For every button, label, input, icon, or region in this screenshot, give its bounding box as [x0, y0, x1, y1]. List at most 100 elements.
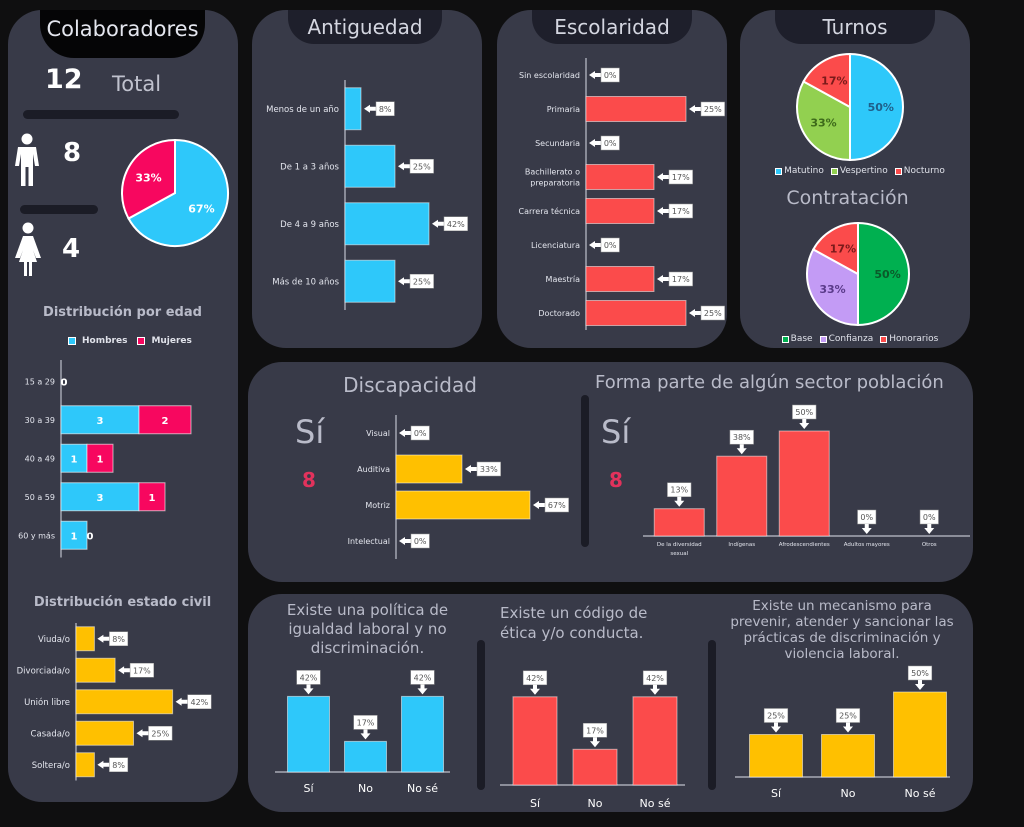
callout-arrow	[136, 729, 149, 738]
men-count: 8	[63, 138, 82, 168]
callout-box	[668, 271, 693, 287]
callout-label: 0%	[923, 513, 936, 522]
callout-box	[476, 461, 501, 477]
data-label: 8%	[97, 757, 129, 772]
bar	[75, 689, 174, 715]
sector-title: Forma parte de algún sector población	[595, 372, 944, 393]
total-value: 12	[45, 64, 83, 95]
callout-arrow	[861, 524, 872, 534]
turnos-pie-slice	[802, 52, 851, 109]
callout-box	[700, 305, 725, 321]
category-label: 30 a 39	[25, 416, 55, 425]
callout-arrow	[924, 524, 935, 534]
data-label: 25%	[835, 708, 861, 733]
contratacion-legend-item: Honorarios	[880, 334, 938, 344]
bar	[821, 734, 875, 778]
legend-label-hombres: Hombres	[82, 336, 128, 346]
callout-label: 38%	[733, 433, 751, 442]
category-label: Adultos mayores	[844, 542, 890, 548]
contratacion-pie-label: 33%	[819, 283, 845, 296]
contratacion-legend-item: Confianza	[819, 334, 874, 344]
bar-value: 0	[61, 377, 68, 388]
callout-label: 25%	[767, 712, 785, 721]
data-label: 42%	[175, 694, 212, 709]
callout-arrow	[689, 309, 701, 317]
callout-label: 33%	[480, 465, 498, 474]
contratacion-pie-label: 50%	[874, 268, 900, 281]
sector-kpi-value: 8	[609, 468, 623, 492]
category-label: Soltera/o	[32, 761, 70, 771]
gender-pie-label: 33%	[135, 171, 161, 184]
bar	[778, 430, 830, 537]
category-label: No	[588, 797, 603, 810]
contratacion-pie-slice	[857, 221, 910, 327]
callout-arrow	[589, 241, 601, 249]
gender-pie-slice	[127, 138, 229, 247]
category-label: Viuda/o	[38, 635, 70, 645]
category-label: Carrera técnica	[519, 206, 581, 216]
bar	[344, 202, 430, 246]
callout-arrow	[799, 419, 810, 429]
contratacion-legend-swatch	[880, 335, 888, 343]
category-label: preparatoria	[530, 179, 580, 188]
contratacion-legend: Base Confianza Honorarios	[770, 334, 950, 344]
callout-label: 8%	[112, 635, 125, 644]
callout-box	[409, 159, 434, 174]
callout-arrow	[589, 139, 601, 147]
bar-hombres	[60, 520, 88, 550]
escolaridad-chart: Sin escolaridad 0% Primaria 25% Secundaria 0%…	[519, 58, 725, 330]
category-label: 40 a 49	[25, 454, 55, 463]
callout-label: 50%	[795, 408, 813, 417]
category-label: Visual	[366, 429, 390, 438]
data-label: 0%	[857, 509, 877, 534]
bar-mujeres	[138, 482, 166, 512]
callout-arrow	[118, 666, 131, 675]
female-icon	[13, 222, 43, 276]
callout-arrow	[399, 537, 411, 545]
callout-arrow	[399, 429, 411, 437]
category-label: Auditiva	[357, 465, 390, 474]
bar	[287, 695, 330, 773]
bar	[585, 300, 687, 326]
callout-arrow	[657, 207, 669, 215]
turnos-pie-label: 50%	[868, 101, 894, 114]
callout-box	[109, 757, 129, 772]
category-label: 60 y más	[18, 531, 55, 540]
callout-arrow	[364, 104, 376, 113]
data-label: 50%	[907, 665, 933, 690]
callout-box	[600, 237, 620, 253]
sector-chart: 13% De la diversidad sexual 38% Indígenas 50%…	[643, 404, 970, 557]
callout-arrow	[530, 684, 540, 695]
bar-value: 1	[71, 531, 78, 542]
contratacion-legend-label: Confianza	[828, 334, 874, 344]
callout-box	[642, 670, 668, 686]
category-label: Bachillerato o	[525, 168, 580, 177]
category-label: Divorciada/o	[17, 666, 70, 676]
discapacidad-chart: Visual 0% Auditiva 33% Motriz 67% Intelectual 0…	[348, 415, 569, 559]
data-label: 50%	[792, 404, 817, 429]
bar	[653, 508, 705, 537]
category-label: Afrodescendientes	[779, 542, 830, 548]
callout-label: 42%	[300, 673, 318, 682]
callout-box	[668, 203, 693, 219]
mecanismo-chart: 25% Sí 25% No 50% No sé	[735, 665, 950, 800]
callout-arrow	[417, 684, 428, 695]
bar	[716, 455, 768, 537]
data-label: 0%	[589, 237, 620, 253]
callout-arrow	[771, 722, 781, 733]
bar	[75, 752, 95, 778]
discapacidad-kpi-label: Sí	[295, 413, 325, 451]
category-label: Sí	[303, 782, 314, 795]
callout-label: 25%	[704, 105, 722, 114]
bar	[749, 734, 803, 778]
data-label: 42%	[410, 670, 435, 695]
callout-box	[129, 663, 154, 678]
bar	[893, 691, 947, 778]
bar-hombres	[60, 405, 140, 435]
bar-value: 0	[87, 531, 94, 542]
turnos-legend-label: Vespertino	[839, 166, 888, 176]
data-label: 25%	[136, 726, 173, 741]
callout-label: 17%	[133, 666, 151, 675]
callout-label: 25%	[413, 277, 431, 286]
data-label: 25%	[763, 708, 789, 733]
